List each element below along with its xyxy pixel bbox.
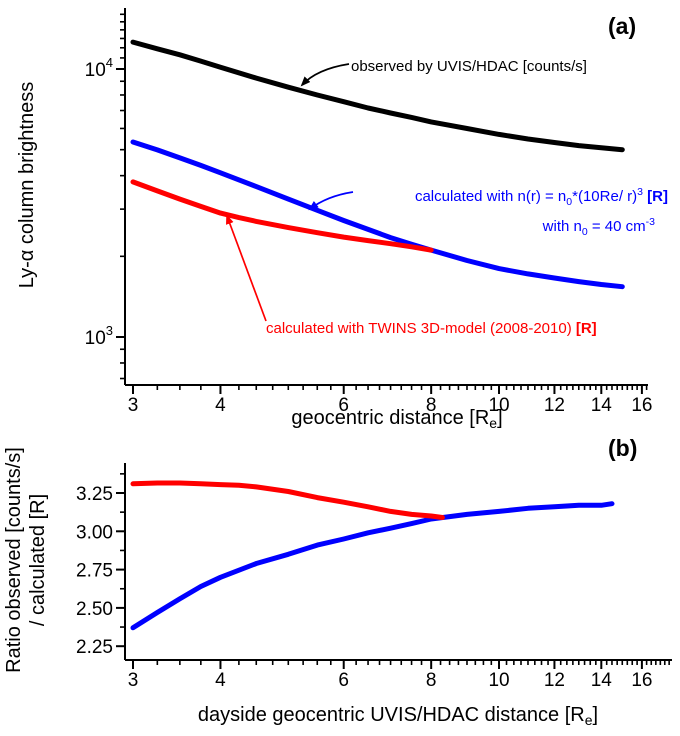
y-tick-label: 103 <box>85 323 113 349</box>
series-curve <box>130 139 625 290</box>
y-tick-label: 3.25 <box>76 484 113 505</box>
panel-b-y-axis-title: Ratio observed [counts/s] / calculated [R… <box>2 447 50 673</box>
y-tick-label: 104 <box>85 55 113 81</box>
y-tick-label: 2.25 <box>76 637 113 658</box>
x-tick-label: 3 <box>128 670 139 691</box>
panel-a-x-axis-title: geocentric distance [Re] <box>291 407 502 431</box>
text-segment: e <box>584 712 593 728</box>
text-segment: ] <box>592 704 599 726</box>
text-segment: 0 <box>566 196 573 208</box>
text-segment: with n <box>542 218 582 235</box>
x-tick-label: 10 <box>488 670 509 691</box>
y-axis-title-line: Ly-α column brightness <box>16 81 38 289</box>
y-axis-title-line: Ratio observed [counts/s] <box>3 447 25 673</box>
x-tick-label: 12 <box>544 395 565 416</box>
x-tick-label: 8 <box>426 395 437 416</box>
text-segment: calculated with n(r) = n <box>414 188 567 205</box>
x-tick-label: 6 <box>338 395 349 416</box>
x-tick-label: 16 <box>631 670 652 691</box>
panel-a-label: (a) <box>608 13 637 39</box>
panel-b-group: 3 4 6 8 10 12 14 16 2.25 2.50 2.75 3.00 3.25 <box>76 463 672 691</box>
text-segment: ] <box>497 407 503 429</box>
x-tick-label: 4 <box>215 670 226 691</box>
text-segment: observed by UVIS/HDAC [counts/s] <box>351 58 587 75</box>
observed-arrow <box>300 63 350 87</box>
x-tick-label: 10 <box>488 395 509 416</box>
series-curve <box>130 39 625 153</box>
text-segment: dayside geocentric UVIS/HDAC distance [R <box>197 704 585 726</box>
series-curve <box>130 480 445 520</box>
y-axis-title-line: / calculated [R] <box>27 493 49 627</box>
x-tick-label: 14 <box>591 670 613 691</box>
text-segment: -3 <box>645 216 655 228</box>
text-segment: = 40 cm <box>587 218 646 235</box>
x-tick-label: 4 <box>215 395 226 416</box>
model-arrow <box>308 191 354 211</box>
x-tick-label: 8 <box>426 670 437 691</box>
y-tick-label: 3.00 <box>76 522 113 543</box>
text-segment: *(10Re/ r) <box>572 188 638 205</box>
x-tick-label: 16 <box>631 395 652 416</box>
x-tick-label: 6 <box>338 670 349 691</box>
panel-b-x-axis-title: dayside geocentric UVIS/HDAC distance [R… <box>198 704 598 728</box>
panel-a-group: 3 4 6 8 10 12 14 16 103 104 <box>85 8 652 416</box>
annotation-twins-label: calculated with TWINS 3D-model (2008-201… <box>266 320 597 337</box>
text-segment: e <box>489 415 498 431</box>
text-segment: [R] <box>575 320 597 337</box>
text-segment: calculated with TWINS 3D-model (2008-201… <box>266 320 576 337</box>
text-segment: 3 <box>637 186 643 198</box>
panel-b-label: (b) <box>608 435 638 461</box>
annotation-observed-label: observed by UVIS/HDAC [counts/s] <box>351 58 587 75</box>
text-segment: [R] <box>647 188 668 205</box>
y-tick-label: 2.75 <box>76 561 113 582</box>
annotation-model-label-line1: calculated with n(r) = n0*(10Re/ r)3 [R] <box>415 186 668 208</box>
x-tick-label: 3 <box>128 395 139 416</box>
text-segment: 0 <box>581 226 588 238</box>
series-curve <box>130 501 615 631</box>
annotation-model-label-line2: with n0 = 40 cm-3 <box>543 216 655 238</box>
twins-arrow <box>226 214 267 322</box>
text-segment: geocentric distance [R <box>291 407 490 429</box>
x-tick-label: 12 <box>544 670 565 691</box>
y-tick-label: 2.50 <box>76 599 113 620</box>
panel-a-y-axis-title: Ly-α column brightness <box>15 82 39 288</box>
x-tick-label: 14 <box>591 395 613 416</box>
series-curve <box>130 179 434 253</box>
